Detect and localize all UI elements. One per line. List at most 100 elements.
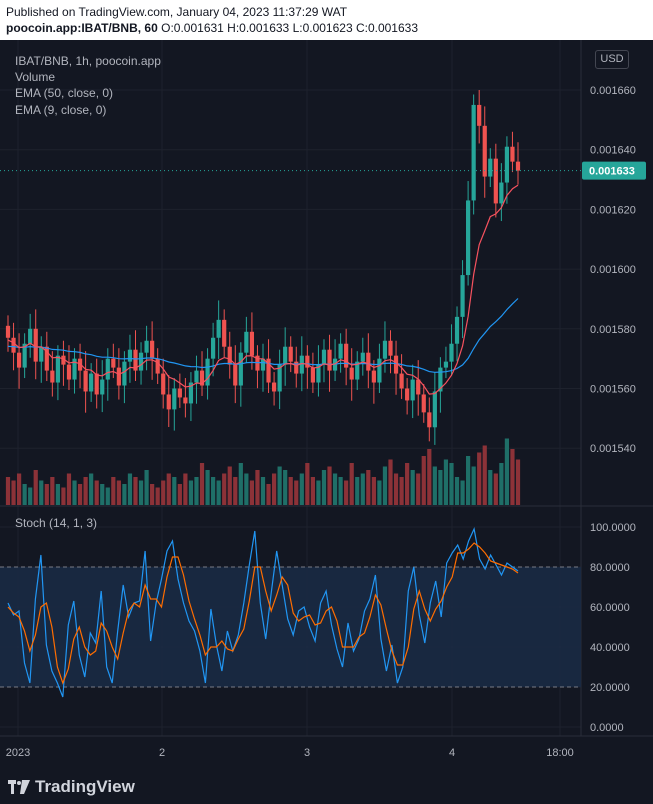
candle-body [150, 340, 155, 359]
price-tick-label: 0.001660 [590, 85, 636, 97]
volume-bar [44, 484, 49, 505]
candle-body [94, 373, 99, 395]
legend-stoch: Stoch (14, 1, 3) [15, 516, 98, 530]
volume-bar [55, 484, 60, 505]
volume-bar [260, 477, 266, 505]
candle-body [89, 373, 94, 392]
volume-bar [416, 473, 421, 505]
candle-body [122, 361, 127, 386]
candle-body [260, 358, 266, 371]
volume-bar [294, 480, 299, 505]
candle-body [327, 349, 332, 371]
volume-bar [161, 480, 166, 505]
candle-body [316, 364, 321, 383]
volume-bar [460, 480, 465, 505]
volume-bar [11, 480, 16, 505]
stoch-tick-label: 40.0000 [590, 642, 630, 654]
candle-body [477, 104, 482, 126]
candle-body [39, 346, 44, 362]
volume-bar [432, 466, 437, 505]
volume-bar [499, 463, 504, 505]
candle-body [288, 346, 293, 362]
volume-bar [122, 484, 127, 505]
stoch-tick-label: 0.0000 [590, 722, 624, 734]
stoch-tick-label: 100.0000 [590, 522, 636, 534]
candle-body [249, 331, 255, 356]
price-tick-label: 0.001580 [590, 324, 636, 336]
candle-body [138, 352, 144, 371]
candle-body [399, 373, 404, 389]
last-price-tag [582, 161, 646, 180]
tradingview-logo[interactable]: TradingView [8, 777, 135, 797]
candle-body [388, 340, 393, 356]
symbol-ohlc-line: poocoin.app:IBAT/BNB, 60 O:0.001631 H:0.… [6, 21, 418, 35]
volume-bar [66, 473, 72, 505]
chart-area[interactable]: 0.001540 0.001560 0.001580 0.001600 0.001620… [0, 40, 653, 772]
volume-bar [222, 473, 227, 505]
candle-body [294, 361, 299, 374]
tradingview-mark-icon [8, 780, 30, 794]
volume-bar [399, 477, 404, 505]
candle-body [427, 412, 432, 428]
volume-bar [382, 466, 388, 505]
candle-body [216, 319, 221, 338]
time-tick-label: 4 [449, 747, 455, 759]
volume-bar [238, 463, 243, 505]
candle-body [443, 361, 449, 368]
volume-bar [28, 487, 33, 505]
volume-bar [133, 477, 138, 505]
tradingview-brand: TradingView [35, 777, 135, 796]
volume-bar [138, 480, 144, 505]
volume-bar [427, 449, 432, 505]
candle-body [133, 349, 138, 371]
candle-body [499, 182, 504, 204]
candle-body [488, 158, 493, 177]
volume-bar [150, 484, 155, 505]
currency-button[interactable]: USD [595, 50, 629, 69]
volume-bar [172, 477, 177, 505]
volume-bar [360, 473, 365, 505]
volume-bar [371, 477, 376, 505]
candle-body [360, 352, 365, 362]
candle-body [355, 361, 360, 380]
volume-bar [366, 470, 371, 505]
legend-ema50: EMA (50, close, 0) [15, 86, 114, 100]
volume-bar [377, 480, 382, 505]
candle-body [421, 394, 426, 413]
volume-bar [155, 487, 160, 505]
volume-bar [22, 484, 27, 505]
volume-bar [183, 473, 188, 505]
volume-bar [39, 480, 44, 505]
volume-bar [327, 466, 332, 505]
volume-bar [388, 459, 393, 505]
candle-body [310, 367, 315, 383]
chart-canvas[interactable]: 0.001540 0.001560 0.001580 0.001600 0.001620… [0, 40, 653, 772]
candle-body [493, 158, 498, 204]
candle-body [410, 379, 415, 401]
candle-body [382, 340, 388, 359]
volume-bar [233, 477, 238, 505]
volume-bar [266, 484, 271, 505]
candle-body [266, 358, 271, 383]
volume-bar [16, 473, 22, 505]
candle-body [244, 331, 249, 353]
candle-body [105, 358, 110, 380]
last-price-label: 0.001633 [589, 166, 635, 178]
candle-body [321, 349, 327, 365]
candle-body [510, 146, 515, 162]
candle-body [299, 355, 304, 374]
volume-bar [244, 473, 249, 505]
price-tick-label: 0.001640 [590, 145, 636, 157]
candle-body [438, 367, 443, 392]
candle-body [194, 370, 199, 383]
legend-ema9: EMA (9, close, 0) [15, 103, 107, 117]
volume-bar [321, 470, 327, 505]
time-tick-label: 2 [159, 747, 165, 759]
volume-bar [199, 463, 205, 505]
volume-bar [77, 484, 83, 505]
volume-bar [33, 470, 38, 505]
candle-body [405, 388, 410, 401]
candle-body [66, 364, 72, 380]
stoch-tick-label: 60.0000 [590, 602, 630, 614]
volume-bar [89, 473, 94, 505]
